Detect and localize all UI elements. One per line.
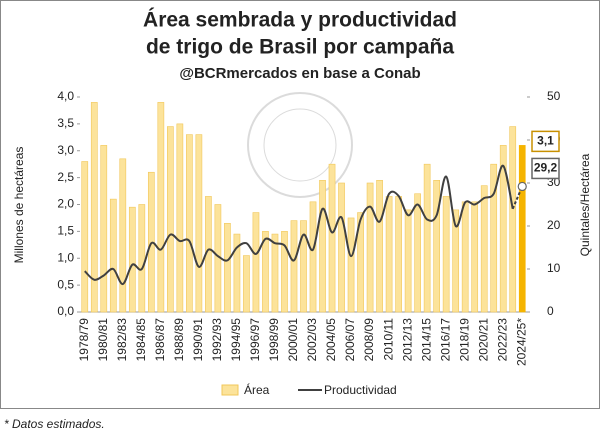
bar (262, 231, 269, 313)
bar (518, 145, 526, 313)
bar (224, 223, 231, 313)
bar (271, 233, 279, 313)
bar (338, 182, 345, 313)
bar (252, 212, 260, 313)
bar (109, 198, 117, 313)
bar (186, 134, 193, 313)
x-tick-label: 1998/99 (267, 318, 281, 362)
bar (442, 196, 450, 313)
x-tick-label: 2020/21 (476, 318, 490, 362)
y2-tick-label: 0 (547, 304, 554, 318)
bar (157, 102, 165, 313)
bar (376, 180, 383, 313)
bar (347, 217, 355, 313)
y-axis-label: Millones de hectáreas (12, 147, 26, 264)
bar (81, 161, 89, 313)
y-tick-label: 2,5 (57, 170, 74, 184)
bar (167, 126, 174, 313)
bar (176, 123, 184, 313)
bar (385, 196, 393, 313)
bar (461, 201, 469, 313)
x-tick-label: 2018/19 (457, 318, 471, 362)
y2-tick-label: 10 (547, 261, 561, 275)
value-label-box (531, 130, 560, 153)
x-tick-label: 1980/81 (96, 318, 110, 362)
x-tick-label: 2006/07 (343, 318, 357, 362)
y2-axis-label: Quintales/Hectárea (578, 153, 592, 256)
x-tick-label: 1988/89 (172, 318, 186, 362)
watermark (247, 92, 353, 198)
bar (414, 193, 421, 313)
bar (281, 231, 288, 313)
x-tick-label: 2010/11 (381, 318, 395, 361)
y-tick-label: 4,0 (57, 89, 74, 103)
value-label-box (531, 157, 560, 180)
x-tick-label: 2022/23 (495, 318, 509, 362)
x-tick-label: 1994/95 (229, 318, 243, 362)
bar (128, 206, 136, 313)
x-tick-label: 1996/97 (248, 318, 262, 362)
bar (309, 201, 317, 313)
x-tick-label: 2004/05 (324, 318, 338, 362)
value-label: 29,2 (534, 161, 558, 175)
y-tick-label: 2,0 (57, 197, 74, 211)
chart-title: de trigo de Brasil por campaña (146, 36, 454, 59)
bar (195, 134, 203, 313)
legend-label: Productividad (324, 383, 397, 397)
bar (423, 163, 431, 313)
bar (300, 220, 307, 313)
footnote: * Datos estimados. (4, 417, 105, 431)
bar (90, 102, 98, 313)
bar (319, 180, 326, 313)
x-tick-label: 1984/85 (134, 318, 148, 362)
chart-frame (0, 0, 600, 409)
y-tick-label: 1,5 (57, 224, 74, 238)
bar (357, 212, 364, 313)
bar (395, 196, 402, 313)
x-tick-label: 2012/13 (400, 318, 414, 362)
bar (509, 126, 517, 313)
x-tick-label: 1986/87 (153, 318, 167, 362)
chart-subtitle: @BCRmercados en base a Conab (179, 65, 420, 82)
legend-swatch (221, 384, 239, 396)
y-tick-label: 3,0 (57, 143, 74, 157)
bar (490, 163, 498, 313)
y-tick-label: 3,5 (57, 116, 74, 130)
y-tick-label: 0,5 (57, 277, 74, 291)
x-tick-label: 1982/83 (115, 318, 129, 362)
point-marker (517, 181, 527, 192)
bar (433, 180, 440, 313)
x-tick-label: 2008/09 (362, 318, 376, 362)
x-tick-label: 2014/15 (419, 318, 433, 362)
x-tick-label: 2024/25* (514, 318, 528, 366)
x-tick-label: 2016/17 (438, 318, 452, 362)
line (84, 164, 514, 286)
chart-title: Área sembrada y productividad (143, 9, 457, 32)
bar (328, 163, 336, 313)
legend-label: Área (244, 382, 270, 397)
y2-tick-label: 20 (547, 218, 561, 232)
x-tick-label: 1992/93 (210, 318, 224, 362)
bar (243, 255, 250, 313)
bar (290, 220, 298, 313)
y2-tick-label: 50 (547, 89, 561, 103)
bar (366, 182, 374, 313)
y-tick-label: 0,0 (57, 304, 74, 318)
x-tick-label: 1978/79 (77, 318, 91, 362)
bar (119, 158, 127, 313)
bar (480, 185, 488, 313)
bar (499, 145, 507, 313)
bar (471, 201, 479, 313)
x-tick-label: 2002/03 (305, 318, 319, 362)
y-tick-label: 1,0 (57, 250, 74, 264)
bar (100, 145, 108, 313)
bar (138, 204, 146, 313)
value-label: 3,1 (537, 134, 554, 148)
x-tick-label: 1990/91 (191, 318, 205, 362)
bar (404, 209, 412, 313)
bar (452, 209, 460, 313)
x-tick-label: 2000/01 (286, 318, 300, 362)
bar (233, 233, 241, 313)
